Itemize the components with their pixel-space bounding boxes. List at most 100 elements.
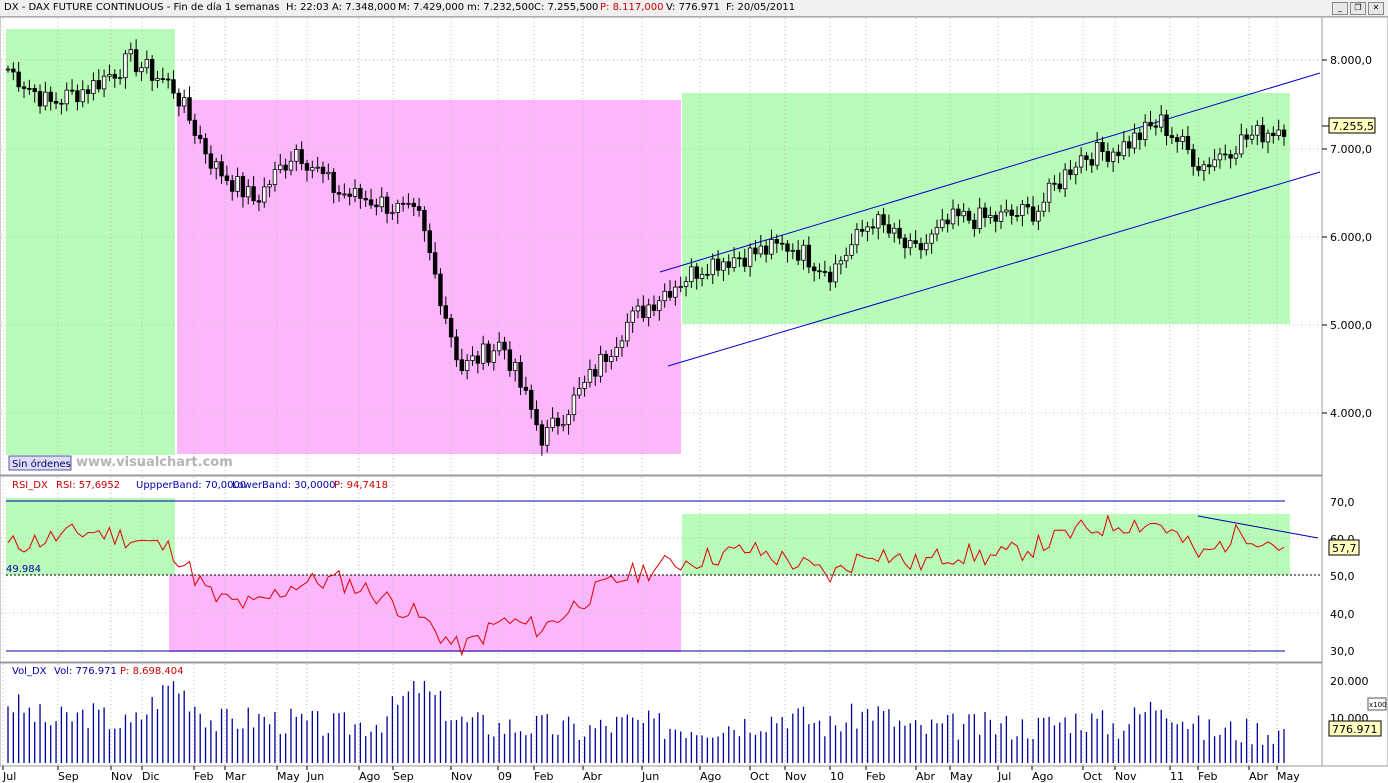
candle-body bbox=[1052, 182, 1057, 185]
candle-body bbox=[747, 247, 753, 267]
candle-body bbox=[1094, 142, 1100, 166]
candle-body bbox=[827, 271, 833, 283]
candle-body bbox=[609, 356, 614, 362]
candle-body bbox=[16, 71, 21, 88]
candle-body bbox=[1116, 151, 1121, 157]
x-tick-label: Nov bbox=[785, 770, 807, 783]
x-tick-label: Jun bbox=[641, 770, 659, 783]
orders-badge-box[interactable] bbox=[8, 455, 72, 471]
candle-body bbox=[454, 336, 459, 361]
candle-body bbox=[176, 92, 182, 107]
candle-body bbox=[977, 207, 982, 229]
low-label: m: 7.232,500 bbox=[467, 2, 535, 13]
x-tick-label: Dic bbox=[142, 770, 160, 783]
candle-body bbox=[1105, 151, 1111, 162]
x-tick-label: Nov bbox=[1115, 770, 1137, 783]
candle-body bbox=[523, 386, 529, 391]
vol-scale-box bbox=[1367, 697, 1387, 711]
candle-body bbox=[844, 254, 849, 262]
candle-body bbox=[860, 229, 865, 232]
candle-body bbox=[80, 89, 85, 103]
candle-body bbox=[1126, 141, 1132, 149]
candle-body bbox=[214, 161, 219, 169]
rsi-left-value: 49.984 bbox=[6, 564, 41, 575]
minimize-icon[interactable]: _ bbox=[1332, 2, 1348, 15]
candle-body bbox=[11, 68, 16, 73]
candle-body bbox=[1036, 210, 1041, 222]
candle-body bbox=[133, 49, 139, 73]
x-tick-label: May bbox=[1277, 770, 1300, 783]
candle-body bbox=[368, 199, 374, 206]
candle-body bbox=[625, 321, 630, 342]
candle-body bbox=[347, 193, 352, 197]
candle-body bbox=[37, 91, 43, 107]
orders-badge[interactable]: Sin órdenes bbox=[12, 458, 71, 470]
candle-body bbox=[475, 355, 481, 364]
candle-body bbox=[1078, 155, 1084, 168]
candle-body bbox=[512, 362, 518, 371]
candle-body bbox=[603, 353, 609, 362]
candle-body bbox=[1255, 125, 1260, 136]
candle-body bbox=[59, 102, 64, 105]
candle-body bbox=[555, 417, 561, 427]
candle-body bbox=[422, 209, 427, 232]
candle-body bbox=[496, 341, 502, 352]
candle-body bbox=[363, 198, 368, 201]
candle-body bbox=[198, 135, 203, 139]
candle-body bbox=[945, 219, 950, 225]
candle-body bbox=[1137, 132, 1143, 140]
title-bar: DX - DAX FUTURE CONTINUOUS - Fin de día … bbox=[0, 0, 1388, 17]
rsi-tick-40: 40,0 bbox=[1330, 608, 1355, 621]
price-up-zone-1 bbox=[6, 29, 175, 455]
candle-body bbox=[587, 369, 593, 383]
candle-body bbox=[48, 91, 53, 102]
volume-label: V: 776.971 bbox=[666, 2, 720, 13]
candle-body bbox=[1265, 132, 1271, 143]
restore-icon[interactable]: ❐ bbox=[1350, 2, 1366, 15]
candle-body bbox=[448, 317, 454, 338]
x-tick-label: Feb bbox=[534, 770, 553, 783]
candle-body bbox=[892, 227, 897, 234]
candle-body bbox=[149, 59, 155, 81]
candle-body bbox=[310, 167, 315, 171]
price-tick-5000: 5.000,0 bbox=[1330, 319, 1372, 332]
close-icon[interactable]: ✕ bbox=[1368, 2, 1384, 15]
candle-body bbox=[721, 261, 726, 271]
candle-body bbox=[491, 350, 497, 363]
candle-body bbox=[635, 305, 641, 312]
candle-body bbox=[379, 196, 384, 208]
candle-body bbox=[1281, 129, 1287, 137]
candle-body bbox=[897, 227, 902, 239]
candle-body bbox=[144, 59, 150, 69]
price-tick-8000: 8.000,0 bbox=[1330, 54, 1372, 67]
candle-body bbox=[838, 260, 844, 265]
candle-body bbox=[550, 417, 555, 428]
candle-body bbox=[1175, 137, 1180, 142]
rsi-p-label: P: 94,7418 bbox=[334, 480, 388, 491]
price-tick-6000: 6.000,0 bbox=[1330, 231, 1372, 244]
rsi-last-value: 57,7 bbox=[1332, 542, 1357, 555]
candle-body bbox=[870, 226, 876, 229]
candle-body bbox=[886, 224, 892, 234]
x-tick-label: 09 bbox=[498, 770, 512, 783]
candle-body bbox=[294, 149, 299, 162]
candle-body bbox=[982, 207, 988, 218]
candle-body bbox=[235, 176, 240, 192]
x-tick-label: Mar bbox=[225, 770, 246, 783]
candle-body bbox=[32, 88, 37, 92]
candle-body bbox=[678, 286, 683, 288]
zones-layer bbox=[6, 29, 1290, 652]
candle-body bbox=[1057, 183, 1062, 190]
candle-body bbox=[1260, 125, 1265, 143]
candle-body bbox=[507, 349, 513, 371]
vol-last-value: 776.971 bbox=[1332, 723, 1378, 736]
x-tick-label: 10 bbox=[830, 770, 844, 783]
volume-bars bbox=[7, 681, 1285, 763]
candle-body bbox=[758, 245, 763, 255]
x-tick-label: Jul bbox=[997, 770, 1011, 783]
rsi-tick-50: 50,0 bbox=[1330, 570, 1355, 583]
candle-body bbox=[811, 266, 817, 272]
candle-body bbox=[961, 210, 966, 217]
candle-body bbox=[395, 202, 400, 213]
